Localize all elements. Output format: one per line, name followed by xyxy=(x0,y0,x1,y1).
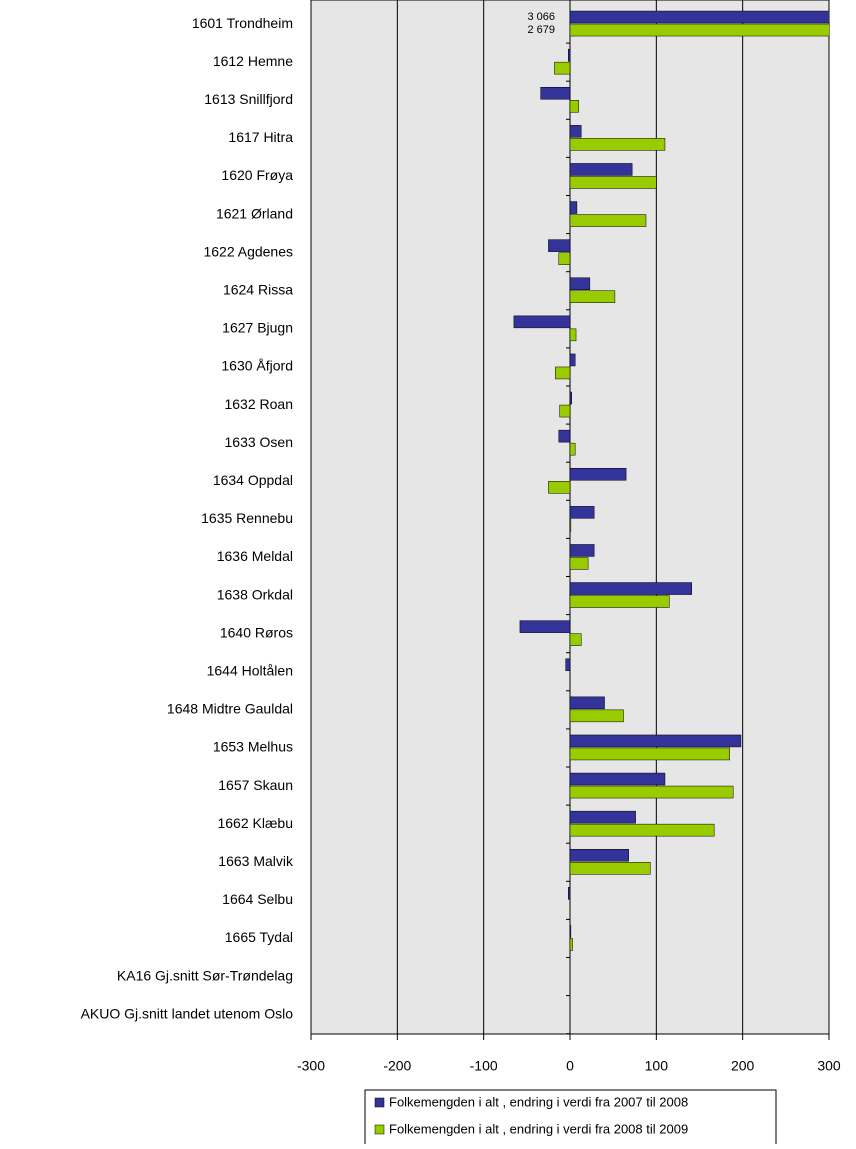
y-tick-label: 1662 Klæbu xyxy=(217,815,293,831)
y-tick-label: 1617 Hitra xyxy=(228,129,293,145)
data-label: 2 679 xyxy=(527,24,555,36)
y-tick-label: KA16 Gj.snitt Sør-Trøndelag xyxy=(117,967,293,983)
y-tick-label: 1627 Bjugn xyxy=(222,320,293,336)
bar xyxy=(519,620,571,633)
y-tick-label: 1638 Orkdal xyxy=(217,586,293,602)
x-tick-label: -200 xyxy=(383,1058,411,1074)
x-tick-label: 300 xyxy=(817,1058,841,1074)
bar xyxy=(569,557,589,570)
bar xyxy=(554,61,571,75)
bar xyxy=(569,10,829,24)
bar xyxy=(569,633,582,646)
y-tick-label: AKUO Gj.snitt landet utenom Oslo xyxy=(81,1005,294,1021)
bar xyxy=(558,429,571,443)
y-tick-label: 1612 Hemne xyxy=(213,53,293,69)
bar xyxy=(569,938,573,951)
bar xyxy=(569,810,636,824)
bar xyxy=(569,582,692,595)
bar xyxy=(569,125,582,138)
y-tick-label: 1632 Roan xyxy=(224,396,293,412)
bar xyxy=(569,595,670,608)
legend-swatch xyxy=(374,1124,385,1135)
bar xyxy=(569,176,657,189)
bar xyxy=(569,214,647,227)
bar xyxy=(569,163,633,176)
y-tick-label: 1663 Malvik xyxy=(218,853,294,869)
bar xyxy=(569,290,616,303)
y-tick-label: 1622 Agdenes xyxy=(203,243,293,259)
bar xyxy=(569,506,595,519)
bar xyxy=(548,239,571,252)
bar xyxy=(513,315,571,329)
bar xyxy=(569,201,578,214)
bar xyxy=(569,747,730,761)
legend-label: Folkemengden i alt , endring i verdi fra… xyxy=(389,1094,688,1109)
bar xyxy=(569,925,572,938)
bar xyxy=(568,887,571,900)
y-tick-label: 1620 Frøya xyxy=(221,167,293,183)
bar xyxy=(569,353,576,367)
y-tick-label: 1633 Osen xyxy=(225,434,294,450)
bars xyxy=(513,10,829,951)
x-tick-label: -300 xyxy=(297,1058,325,1074)
bar xyxy=(558,252,571,265)
y-tick-label: 1630 Åfjord xyxy=(221,358,293,374)
y-tick-label: 1636 Meldal xyxy=(217,548,293,564)
bar xyxy=(569,734,742,748)
bar xyxy=(540,87,571,100)
bar xyxy=(569,696,605,710)
y-tick-label: 1621 Ørland xyxy=(216,205,293,221)
y-tick-label: 1648 Midtre Gauldal xyxy=(167,701,293,717)
legend-label: Folkemengden i alt , endring i verdi fra… xyxy=(389,1121,688,1136)
labels: -300 -200 -100 0 100 200 300 1601 Trondheim 3 06… xyxy=(81,11,841,1074)
bar xyxy=(569,849,629,862)
x-tick-label: 100 xyxy=(645,1058,669,1074)
bar xyxy=(569,785,734,799)
bar xyxy=(568,48,571,62)
bar xyxy=(569,442,576,456)
bar xyxy=(569,468,627,481)
bar xyxy=(555,366,571,380)
bar xyxy=(569,519,572,532)
legend xyxy=(364,1089,777,1149)
y-tick-label: 1624 Rissa xyxy=(223,281,293,297)
bar xyxy=(569,138,666,151)
y-tick-label: 1657 Skaun xyxy=(218,777,293,793)
bar xyxy=(569,544,595,557)
bar xyxy=(569,391,572,405)
x-tick-label: 200 xyxy=(731,1058,755,1074)
bar xyxy=(569,23,829,37)
data-label: 3 066 xyxy=(527,11,555,23)
y-tick-label: 1665 Tydal xyxy=(225,929,293,945)
bar xyxy=(569,772,666,786)
bar xyxy=(569,823,715,837)
y-tick-label: 1635 Rennebu xyxy=(201,510,293,526)
bar xyxy=(569,862,651,875)
y-tick-label: 1601 Trondheim xyxy=(192,15,293,31)
y-tick-label: 1644 Holtålen xyxy=(207,662,293,678)
x-tick-label: 0 xyxy=(566,1058,574,1074)
bar xyxy=(569,100,579,113)
bar xyxy=(569,328,577,342)
bar xyxy=(548,481,571,494)
x-tick-label: -100 xyxy=(470,1058,498,1074)
y-tick-label: 1664 Selbu xyxy=(222,891,293,907)
legend-swatch xyxy=(374,1097,385,1108)
bar xyxy=(569,277,591,290)
bar xyxy=(559,404,571,418)
bar xyxy=(569,709,624,723)
bar xyxy=(565,658,571,671)
y-tick-label: 1634 Oppdal xyxy=(213,472,293,488)
y-tick-label: 1613 Snillfjord xyxy=(204,91,293,107)
y-tick-label: 1640 Røros xyxy=(220,624,293,640)
y-tick-label: 1653 Melhus xyxy=(213,739,293,755)
